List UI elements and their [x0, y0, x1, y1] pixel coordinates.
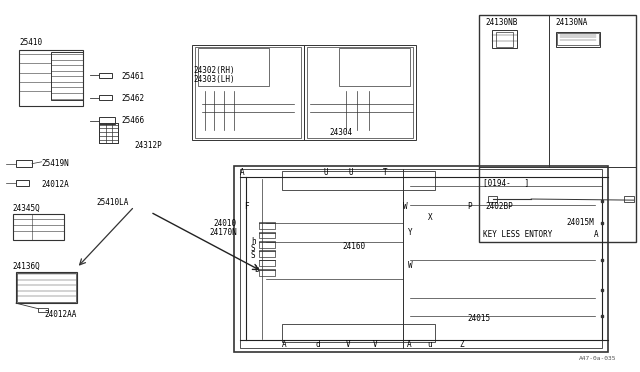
Bar: [192, 45, 304, 140]
Bar: [339, 48, 410, 86]
Text: Y: Y: [408, 228, 413, 237]
Text: T: T: [383, 169, 387, 177]
Bar: [479, 15, 636, 242]
Bar: [492, 30, 517, 48]
Bar: [99, 117, 115, 124]
Text: 24015M: 24015M: [566, 218, 594, 227]
Bar: [556, 32, 600, 46]
Bar: [557, 33, 599, 45]
Text: 24304: 24304: [330, 128, 353, 137]
Text: 24130NB: 24130NB: [485, 18, 518, 27]
Text: 24012A: 24012A: [42, 180, 69, 189]
Text: [0194-   ]: [0194- ]: [483, 178, 529, 187]
Bar: [496, 32, 513, 46]
Text: P: P: [467, 202, 472, 211]
Bar: [99, 73, 112, 78]
Bar: [307, 46, 413, 138]
Text: 24130NA: 24130NA: [556, 18, 588, 27]
Text: Z: Z: [460, 340, 464, 349]
Text: S: S: [251, 251, 255, 260]
Text: h: h: [251, 237, 255, 246]
Text: X: X: [428, 213, 432, 222]
Text: F: F: [244, 202, 249, 211]
Bar: [16, 160, 32, 167]
Text: W: W: [403, 202, 408, 211]
Text: W: W: [408, 262, 413, 270]
Bar: [195, 46, 301, 138]
Bar: [17, 273, 76, 302]
Bar: [624, 196, 634, 202]
Text: u: u: [428, 340, 432, 349]
Text: KEY LESS ENTORY: KEY LESS ENTORY: [483, 230, 552, 239]
Bar: [38, 308, 48, 312]
Text: 25410LA: 25410LA: [96, 198, 129, 207]
Text: V: V: [346, 340, 350, 349]
Bar: [240, 169, 602, 348]
Text: b: b: [255, 265, 259, 274]
Bar: [488, 196, 497, 202]
Bar: [19, 50, 83, 106]
Bar: [234, 166, 608, 352]
Bar: [304, 45, 416, 140]
Bar: [16, 180, 29, 186]
Bar: [259, 250, 275, 257]
Text: 24312P: 24312P: [134, 141, 162, 150]
Text: 2402BP: 2402BP: [485, 202, 513, 211]
Text: 25410: 25410: [19, 38, 42, 47]
Text: A: A: [240, 169, 244, 177]
Bar: [259, 232, 275, 238]
Text: 24012AA: 24012AA: [45, 310, 77, 319]
Text: d: d: [316, 340, 320, 349]
Text: 24303(LH): 24303(LH): [194, 76, 236, 84]
Text: A: A: [282, 340, 286, 349]
Bar: [259, 260, 275, 266]
Text: 24302(RH): 24302(RH): [194, 66, 236, 75]
Bar: [282, 324, 435, 342]
Bar: [13, 214, 64, 240]
Text: U: U: [323, 169, 328, 177]
Text: 25466: 25466: [122, 116, 145, 125]
Text: 25419N: 25419N: [42, 159, 69, 168]
Text: A: A: [406, 340, 411, 349]
Bar: [198, 48, 269, 86]
Text: 24170N: 24170N: [209, 228, 237, 237]
Bar: [259, 222, 275, 229]
Bar: [99, 123, 118, 143]
Bar: [51, 52, 83, 100]
Bar: [99, 95, 112, 100]
Text: 25462: 25462: [122, 94, 145, 103]
Text: 25461: 25461: [122, 72, 145, 81]
Text: 24010: 24010: [214, 219, 237, 228]
Bar: [282, 171, 435, 190]
Text: A47-0a-035: A47-0a-035: [579, 356, 617, 362]
Text: 24136Q: 24136Q: [13, 262, 40, 270]
Text: U: U: [349, 169, 353, 177]
Text: 24345Q: 24345Q: [13, 204, 40, 213]
Text: 24015: 24015: [467, 314, 490, 323]
Text: 24160: 24160: [342, 242, 365, 251]
Bar: [16, 272, 77, 303]
Bar: [259, 269, 275, 276]
Text: V: V: [372, 340, 377, 349]
Text: S: S: [251, 244, 255, 253]
Text: A: A: [594, 230, 598, 239]
Bar: [259, 241, 275, 248]
